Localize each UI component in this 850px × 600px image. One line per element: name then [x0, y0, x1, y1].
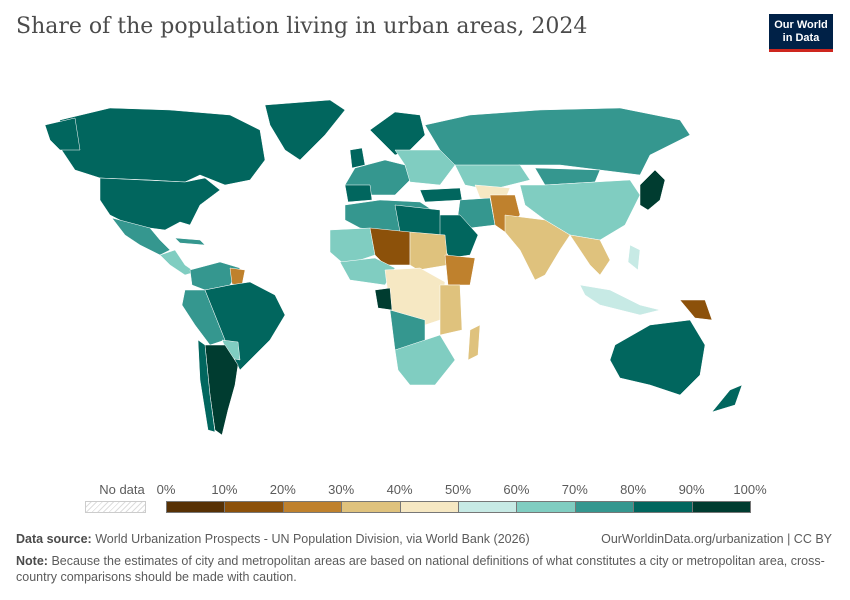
legend-bin-90-100%[interactable]	[691, 501, 751, 513]
source-line: Data source: World Urbanization Prospect…	[16, 532, 530, 546]
region-turkey[interactable]	[419, 187, 463, 203]
legend-bin-60-70%[interactable]	[516, 501, 576, 513]
region-australia[interactable]	[609, 319, 706, 396]
region-philippines[interactable]	[627, 244, 641, 271]
legend-no-data-label: No data	[99, 482, 145, 497]
legend-tick-label: 100%	[733, 482, 767, 497]
region-uk[interactable]	[349, 147, 366, 169]
source-label: Data source:	[16, 532, 92, 546]
legend-bin-70-80%[interactable]	[574, 501, 635, 513]
region-iran[interactable]	[457, 197, 496, 229]
world-map[interactable]	[0, 90, 850, 470]
legend-bin-80-90%[interactable]	[633, 501, 693, 513]
note-label: Note:	[16, 554, 48, 568]
region-central-america[interactable]	[159, 249, 196, 276]
region-new-zealand[interactable]	[711, 384, 743, 413]
region-guyana[interactable]	[229, 267, 246, 286]
legend-bin-20-30%[interactable]	[282, 501, 343, 513]
owid-logo[interactable]: Our World in Data	[769, 14, 833, 52]
legend-bin-0-10%[interactable]	[166, 501, 226, 513]
region-japan-korea[interactable]	[639, 169, 666, 211]
region-cuba[interactable]	[174, 237, 206, 246]
legend-tick-label: 80%	[620, 482, 647, 497]
region-canada[interactable]	[54, 107, 266, 186]
region-usa[interactable]	[99, 177, 221, 231]
region-indonesia[interactable]	[579, 284, 661, 316]
legend-tick-label: 20%	[269, 482, 296, 497]
legend-tick-label: 50%	[444, 482, 472, 497]
region-libya-egypt[interactable]	[394, 204, 441, 236]
legend-tick-label: 30%	[328, 482, 355, 497]
legend-tick-label: 10%	[211, 482, 238, 497]
region-ethiopia[interactable]	[444, 254, 476, 286]
legend-tick-label: 0%	[156, 482, 176, 497]
logo-line1: Our World	[774, 19, 828, 31]
legend-bin-50-60%[interactable]	[458, 501, 518, 513]
region-papua-new-guinea[interactable]	[679, 299, 713, 321]
source-url[interactable]: OurWorldinData.org/urbanization | CC BY	[601, 532, 832, 546]
logo-line2: in Data	[782, 32, 820, 44]
region-gabon-congo[interactable]	[374, 287, 393, 311]
region-mexico[interactable]	[111, 217, 171, 256]
region-scandinavia[interactable]	[369, 111, 426, 156]
region-india[interactable]	[504, 214, 571, 281]
region-greenland[interactable]	[264, 99, 346, 161]
region-spain[interactable]	[344, 184, 373, 203]
region-brazil[interactable]	[204, 281, 286, 371]
legend-tick-label: 90%	[678, 482, 705, 497]
region-china[interactable]	[519, 179, 641, 241]
note: Note: Because the estimates of city and …	[16, 553, 826, 585]
map-legend: No data 0% 10% 20% 30% 40% 50% 60% 70% 80% 90% 100…	[0, 480, 850, 516]
source-text: World Urbanization Prospects - UN Popula…	[95, 532, 530, 546]
region-sudan[interactable]	[409, 231, 449, 271]
region-east-africa[interactable]	[439, 284, 463, 336]
legend-tick-label: 70%	[561, 482, 588, 497]
chart-title: Share of the population living in urban …	[16, 14, 588, 39]
region-southeast-asia[interactable]	[569, 234, 611, 276]
legend-tick-label: 60%	[503, 482, 530, 497]
region-kazakhstan[interactable]	[454, 164, 531, 191]
legend-tick-label: 40%	[386, 482, 413, 497]
note-text: Because the estimates of city and metrop…	[16, 554, 825, 584]
region-alaska[interactable]	[44, 117, 81, 151]
legend-bin-30-40%[interactable]	[341, 501, 401, 513]
region-chile[interactable]	[197, 339, 216, 433]
legend-bin-40-50%[interactable]	[399, 501, 459, 513]
legend-bin-10-20%[interactable]	[224, 501, 284, 513]
region-southern-africa[interactable]	[394, 334, 456, 386]
region-niger-chad[interactable]	[369, 227, 411, 266]
legend-no-data-swatch[interactable]	[85, 501, 146, 513]
region-madagascar[interactable]	[467, 324, 481, 361]
